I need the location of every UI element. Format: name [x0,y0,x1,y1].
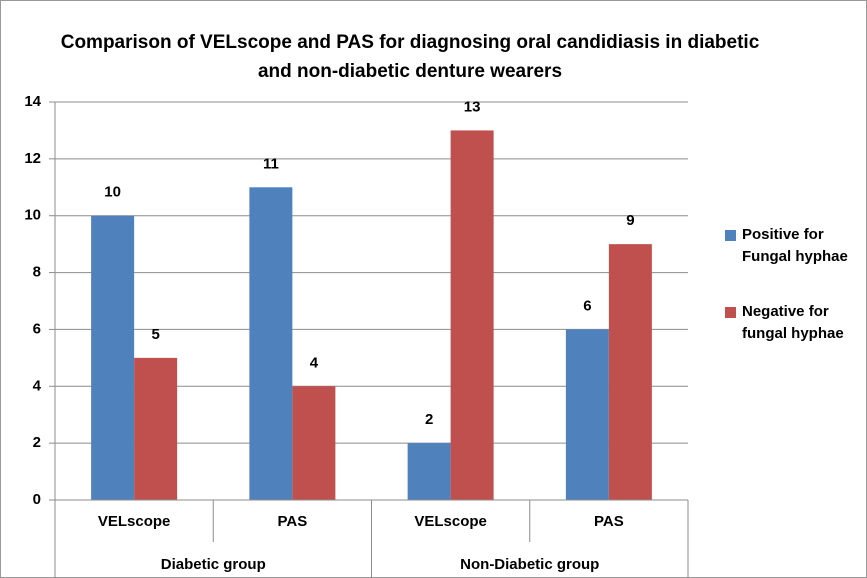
data-label: 6 [583,297,591,314]
y-tick-label: 10 [24,207,41,224]
legend-swatch [725,230,736,241]
x-tick-label: VELscope [98,513,171,530]
y-tick-label: 2 [33,434,41,451]
x-tick-label: PAS [278,513,308,530]
legend-label: Positive for Fungal hyphae [742,226,848,265]
bar [134,357,178,500]
legend-swatch [725,307,736,318]
bar [608,244,652,500]
y-tick-label: 12 [24,150,41,167]
y-tick-label: 8 [33,264,41,281]
data-label: 9 [626,212,634,229]
group-label: Non-Diabetic group [460,556,599,573]
bar [407,443,451,500]
bar [91,215,135,500]
bar [450,130,494,500]
legend-label: Negative for fungal hyphae [742,303,844,342]
bar [292,386,336,500]
chart-title: Comparison of VELscope and PAS for diagn… [60,32,760,82]
data-label: 5 [151,326,159,343]
y-tick-label: 6 [33,320,41,337]
data-label: 10 [104,184,121,201]
bar [565,329,609,500]
data-label: 2 [425,411,433,428]
y-tick-label: 4 [33,377,42,394]
x-tick-label: PAS [594,513,624,530]
group-label: Diabetic group [161,556,266,573]
data-label: 4 [310,354,319,371]
x-tick-label: VELscope [414,513,487,530]
bar [249,187,293,501]
y-tick-label: 14 [24,93,41,110]
data-label: 13 [464,98,481,115]
y-tick-label: 0 [33,491,41,508]
data-label: 11 [263,155,279,172]
